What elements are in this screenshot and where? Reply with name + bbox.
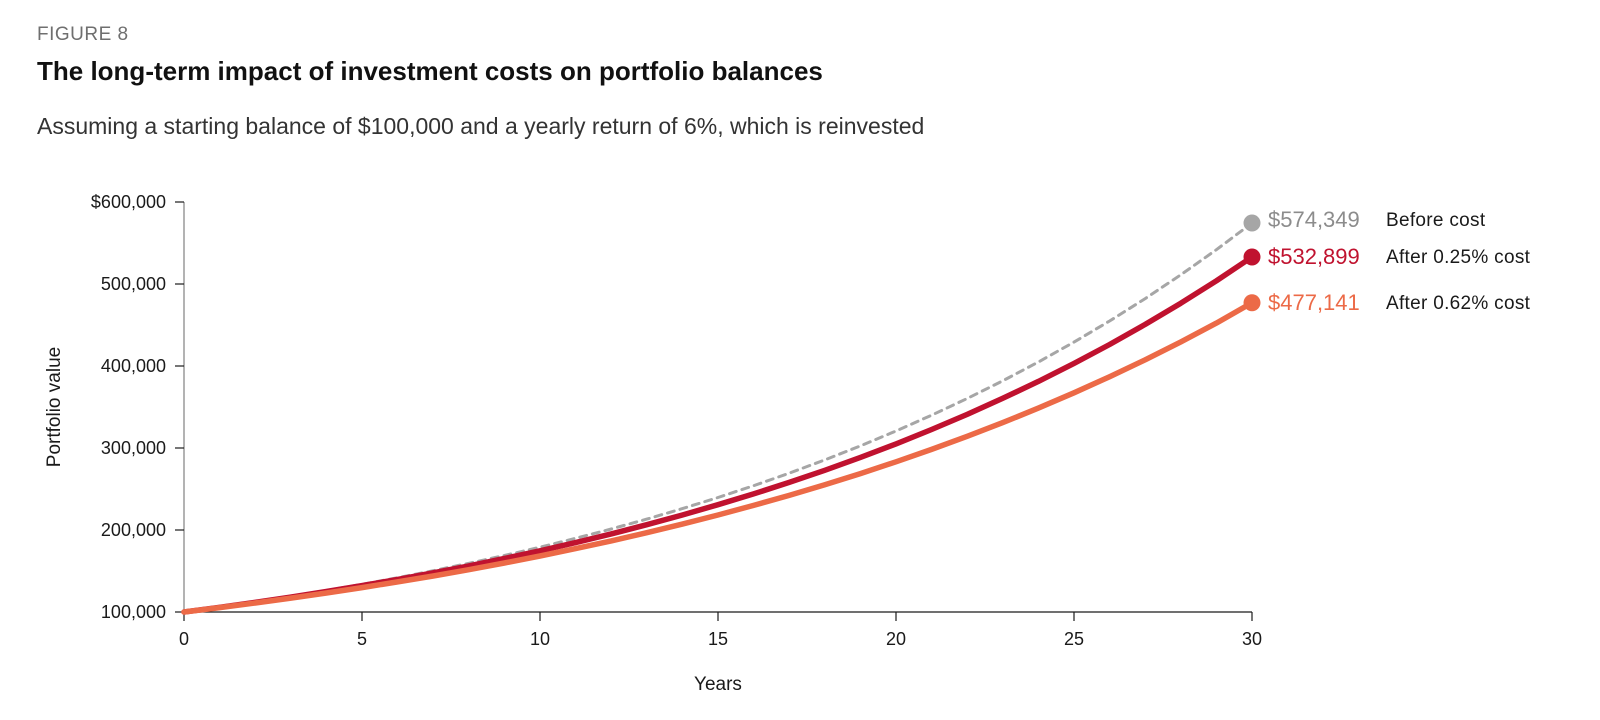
series-end-marker-1 [1243, 248, 1261, 266]
chart-subtitle: Assuming a starting balance of $100,000 … [37, 113, 925, 139]
x-tick-label: 20 [886, 629, 906, 649]
y-tick-label: 400,000 [101, 356, 166, 376]
series-end-value-0: $574,349 [1268, 207, 1360, 232]
series-end-value-1: $532,899 [1268, 244, 1360, 269]
series-line-1 [181, 254, 1255, 615]
x-tick-label: 10 [530, 629, 550, 649]
chart-title: The long-term impact of investment costs… [37, 56, 823, 86]
x-tick-label: 30 [1242, 629, 1262, 649]
x-tick-label: 0 [179, 629, 189, 649]
x-tick-label: 5 [357, 629, 367, 649]
series-name-1: After 0.25% cost [1386, 247, 1531, 268]
y-tick-label: $600,000 [91, 192, 166, 212]
series-end-value-2: $477,141 [1268, 290, 1360, 315]
x-axis-title: Years [694, 674, 742, 695]
series-line-2 [181, 299, 1255, 615]
series-name-0: Before cost [1386, 210, 1486, 231]
series-name-2: After 0.62% cost [1386, 293, 1531, 314]
series-end-marker-2 [1243, 294, 1261, 312]
y-tick-label: 500,000 [101, 274, 166, 294]
y-tick-label: 300,000 [101, 438, 166, 458]
y-tick-label: 100,000 [101, 602, 166, 622]
x-tick-label: 15 [708, 629, 728, 649]
x-tick-label: 25 [1064, 629, 1084, 649]
y-axis-title: Portfolio value [44, 347, 65, 467]
y-tick-label: 200,000 [101, 520, 166, 540]
figure-label: FIGURE 8 [37, 24, 129, 45]
series-line-0 [182, 221, 1254, 614]
series-end-marker-0 [1243, 214, 1261, 232]
